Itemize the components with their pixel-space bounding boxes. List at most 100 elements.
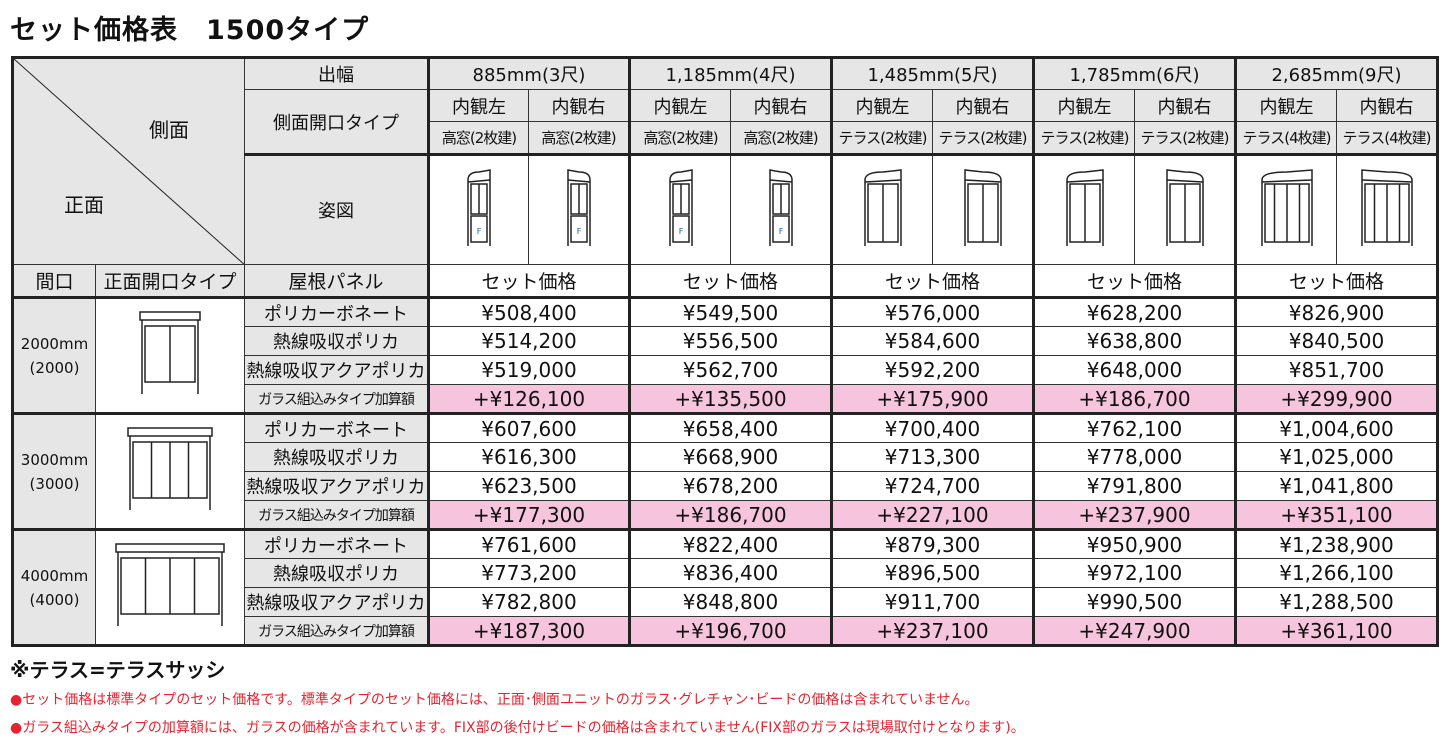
front-figure-cell bbox=[95, 296, 245, 414]
price-cell: ¥950,900 bbox=[1032, 528, 1236, 559]
price-cell: ¥658,400 bbox=[628, 412, 832, 443]
price-cell: +¥186,700 bbox=[628, 500, 832, 530]
figure-label: 姿図 bbox=[244, 153, 429, 265]
figure-right-2 bbox=[932, 153, 1034, 265]
size-cell: 2000mm (2000) bbox=[12, 296, 96, 414]
svg-text:F: F bbox=[576, 227, 581, 236]
price-cell: ¥822,400 bbox=[628, 528, 832, 559]
price-cell: +¥351,100 bbox=[1234, 500, 1438, 530]
side-label: 側面 bbox=[149, 118, 189, 142]
side-window-figure-icon bbox=[863, 168, 902, 246]
roof-panel-name: ガラス組込みタイプ加算額 bbox=[244, 616, 429, 646]
front-figure-cell bbox=[95, 412, 245, 530]
price-cell: +¥247,900 bbox=[1032, 616, 1236, 646]
width-header-2: 1,485mm(5尺) bbox=[830, 57, 1034, 90]
price-cell: ¥549,500 bbox=[628, 296, 832, 327]
width-header-3: 1,785mm(6尺) bbox=[1032, 57, 1236, 90]
size-cell: 4000mm (4000) bbox=[12, 528, 96, 646]
price-cell: ¥851,700 bbox=[1234, 355, 1438, 385]
side-left-type-0: 高窓(2枚建) bbox=[427, 121, 529, 155]
table-row: ガラス組込みタイプ加算額 +¥126,100 +¥135,500 +¥175,900 +… bbox=[13, 384, 1438, 414]
side-right-3: 内観右 bbox=[1134, 89, 1236, 122]
price-cell: ¥762,100 bbox=[1032, 412, 1236, 443]
price-cell: ¥972,100 bbox=[1032, 558, 1236, 588]
roof-panel-name: 熱線吸収ポリカ bbox=[244, 326, 429, 356]
width-label: 出幅 bbox=[244, 57, 429, 90]
side-window-figure-icon bbox=[963, 168, 1002, 246]
table-row: 熱線吸収アクアポリカ ¥519,000 ¥562,700 ¥592,200 ¥648,0… bbox=[13, 355, 1438, 385]
side-right-type-4: テラス(4枚建) bbox=[1336, 121, 1438, 155]
price-cell: +¥361,100 bbox=[1234, 616, 1438, 646]
figure-right-3 bbox=[1134, 153, 1236, 265]
table-row: 2000mm (2000) ポリカーボネート ¥508,400 ¥549,500 ¥576… bbox=[12, 296, 1438, 414]
price-cell: +¥175,900 bbox=[830, 384, 1034, 414]
figure-right-1: F bbox=[730, 153, 832, 265]
price-cell: ¥778,000 bbox=[1032, 442, 1236, 472]
price-cell: ¥1,238,900 bbox=[1234, 528, 1438, 559]
size-sub-label: (4000) bbox=[29, 590, 80, 609]
size-label: 2000mm bbox=[20, 334, 89, 353]
price-table: 側面 正面 出幅 885mm(3尺) 1,185mm(4尺) 1,485mm(5尺)… bbox=[11, 56, 1439, 647]
side-right-type-0: 高窓(2枚建) bbox=[528, 121, 630, 155]
roof-panel-name: ガラス組込みタイプ加算額 bbox=[244, 500, 429, 530]
roof-panel-name: 熱線吸収ポリカ bbox=[244, 558, 429, 588]
side-right-type-1: 高窓(2枚建) bbox=[730, 121, 832, 155]
set-price-header-1: セット価格 bbox=[628, 264, 832, 298]
front-window-figure-icon bbox=[115, 543, 225, 626]
price-cell: +¥237,900 bbox=[1032, 500, 1236, 530]
price-cell: ¥773,200 bbox=[427, 558, 630, 588]
roof-panel-name: ポリカーボネート bbox=[244, 412, 429, 443]
price-cell: ¥836,400 bbox=[628, 558, 832, 588]
figure-right-4 bbox=[1336, 153, 1438, 265]
price-cell: ¥990,500 bbox=[1032, 587, 1236, 617]
price-cell: ¥1,041,800 bbox=[1234, 471, 1438, 501]
price-cell: ¥826,900 bbox=[1234, 296, 1438, 327]
figure-left-3 bbox=[1032, 153, 1135, 265]
price-cell: ¥782,800 bbox=[427, 587, 630, 617]
price-cell: +¥227,100 bbox=[830, 500, 1034, 530]
side-left-0: 内観左 bbox=[427, 89, 529, 122]
front-figure-cell bbox=[95, 528, 245, 646]
front-type-header: 正面開口タイプ bbox=[95, 264, 245, 298]
price-cell: ¥562,700 bbox=[628, 355, 832, 385]
side-right-type-3: テラス(2枚建) bbox=[1134, 121, 1236, 155]
price-cell: +¥196,700 bbox=[628, 616, 832, 646]
price-cell: ¥840,500 bbox=[1234, 326, 1438, 356]
set-price-header-2: セット価格 bbox=[830, 264, 1034, 298]
side-window-figure-icon: F bbox=[467, 168, 491, 246]
side-right-2: 内観右 bbox=[932, 89, 1034, 122]
size-label: 4000mm bbox=[20, 566, 89, 585]
size-label: 3000mm bbox=[20, 450, 89, 469]
note-glass: ●ガラス組込みタイプの加算額には、ガラスの価格が含まれています。FIX部の後付け… bbox=[10, 720, 1025, 736]
price-cell: ¥1,266,100 bbox=[1234, 558, 1438, 588]
roof-panel-name: 熱線吸収ポリカ bbox=[244, 442, 429, 472]
price-cell: ¥616,300 bbox=[427, 442, 630, 472]
side-right-0: 内観右 bbox=[528, 89, 630, 122]
price-cell: ¥638,800 bbox=[1032, 326, 1236, 356]
width-header-4: 2,685mm(9尺) bbox=[1234, 57, 1438, 90]
price-cell: ¥879,300 bbox=[830, 528, 1034, 559]
set-price-header-4: セット価格 bbox=[1234, 264, 1438, 298]
width-header-0: 885mm(3尺) bbox=[427, 57, 630, 90]
side-right-1: 内観右 bbox=[730, 89, 832, 122]
figure-left-0: F bbox=[427, 153, 529, 265]
side-type-label: 側面開口タイプ bbox=[244, 89, 429, 155]
size-sub-label: (2000) bbox=[29, 358, 80, 377]
figure-left-1: F bbox=[628, 153, 731, 265]
front-label: 正面 bbox=[64, 193, 104, 217]
figure-left-4 bbox=[1234, 153, 1337, 265]
side-window-figure-icon bbox=[1165, 168, 1204, 246]
set-price-header-3: セット価格 bbox=[1032, 264, 1236, 298]
side-window-figure-icon bbox=[1260, 168, 1313, 246]
price-cell: +¥237,100 bbox=[830, 616, 1034, 646]
price-cell: +¥187,300 bbox=[427, 616, 630, 646]
price-cell: ¥668,900 bbox=[628, 442, 832, 472]
side-window-figure-icon: F bbox=[668, 168, 693, 246]
price-cell: ¥556,500 bbox=[628, 326, 832, 356]
corner-header: 側面 正面 bbox=[12, 57, 245, 265]
price-cell: ¥628,200 bbox=[1032, 296, 1236, 327]
table-row: 熱線吸収ポリカ ¥773,200 ¥836,400 ¥896,500 ¥972,100 ¥… bbox=[13, 558, 1438, 588]
price-cell: ¥648,000 bbox=[1032, 355, 1236, 385]
page-title: セット価格表 1500タイプ bbox=[10, 15, 370, 46]
figure-left-2 bbox=[830, 153, 933, 265]
